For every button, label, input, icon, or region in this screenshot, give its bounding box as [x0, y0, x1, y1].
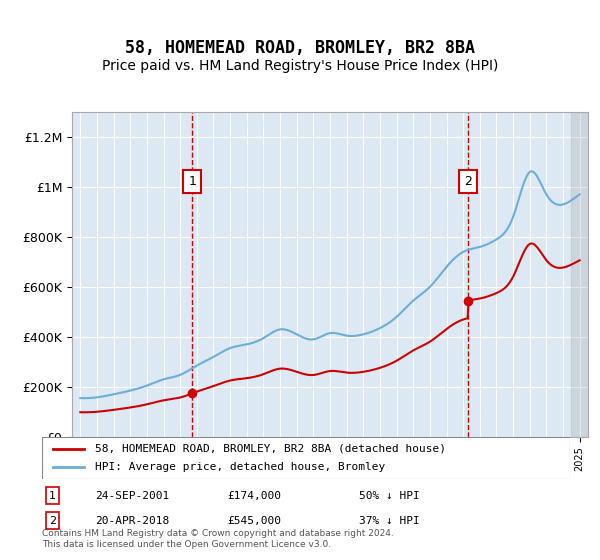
Text: 58, HOMEMEAD ROAD, BROMLEY, BR2 8BA: 58, HOMEMEAD ROAD, BROMLEY, BR2 8BA	[125, 39, 475, 57]
Text: 2: 2	[464, 175, 472, 189]
Text: £174,000: £174,000	[227, 491, 281, 501]
Text: Price paid vs. HM Land Registry's House Price Index (HPI): Price paid vs. HM Land Registry's House …	[102, 59, 498, 73]
Text: Contains HM Land Registry data © Crown copyright and database right 2024.
This d: Contains HM Land Registry data © Crown c…	[42, 529, 394, 549]
Text: 1: 1	[49, 491, 56, 501]
Text: 58, HOMEMEAD ROAD, BROMLEY, BR2 8BA (detached house): 58, HOMEMEAD ROAD, BROMLEY, BR2 8BA (det…	[95, 444, 446, 454]
Text: 20-APR-2018: 20-APR-2018	[95, 516, 169, 526]
Text: 1: 1	[188, 175, 196, 189]
Bar	[571, 112, 588, 437]
Text: 24-SEP-2001: 24-SEP-2001	[95, 491, 169, 501]
FancyBboxPatch shape	[42, 437, 570, 479]
Text: HPI: Average price, detached house, Bromley: HPI: Average price, detached house, Brom…	[95, 462, 385, 472]
Text: 37% ↓ HPI: 37% ↓ HPI	[359, 516, 419, 526]
Text: 50% ↓ HPI: 50% ↓ HPI	[359, 491, 419, 501]
Text: 2: 2	[49, 516, 56, 526]
Text: £545,000: £545,000	[227, 516, 281, 526]
